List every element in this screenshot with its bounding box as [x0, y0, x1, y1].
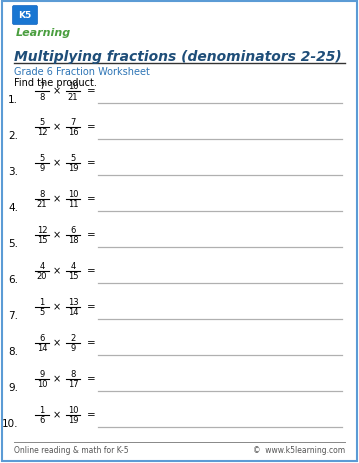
- Text: 7: 7: [70, 118, 76, 127]
- Text: 11: 11: [68, 200, 78, 209]
- Text: =: =: [87, 374, 96, 384]
- Text: ×: ×: [53, 302, 61, 312]
- Text: 19: 19: [68, 164, 78, 173]
- Text: Find the product.: Find the product.: [14, 78, 97, 88]
- Text: 12: 12: [37, 128, 47, 137]
- Text: 6: 6: [70, 225, 76, 234]
- Text: 21: 21: [68, 92, 78, 101]
- Text: 13: 13: [68, 297, 78, 307]
- Text: 1: 1: [39, 405, 45, 414]
- Text: 1: 1: [39, 297, 45, 307]
- Text: 1.: 1.: [8, 95, 18, 105]
- Text: 9: 9: [39, 164, 45, 173]
- Text: Learning: Learning: [16, 28, 71, 38]
- Text: ×: ×: [53, 410, 61, 419]
- Text: 20: 20: [37, 272, 47, 281]
- Text: 4: 4: [70, 262, 76, 270]
- Text: 9.: 9.: [8, 382, 18, 392]
- Text: ×: ×: [53, 266, 61, 276]
- Text: 10: 10: [68, 82, 78, 91]
- Text: ×: ×: [53, 158, 61, 168]
- Text: ×: ×: [53, 86, 61, 96]
- Text: 14: 14: [68, 308, 78, 317]
- Text: 6: 6: [39, 333, 45, 342]
- Text: ×: ×: [53, 194, 61, 204]
- Text: 5: 5: [39, 118, 45, 127]
- Text: 3.: 3.: [8, 167, 18, 176]
- Text: 6.: 6.: [8, 275, 18, 284]
- Text: =: =: [87, 410, 96, 419]
- Text: 10: 10: [68, 189, 78, 199]
- Text: 2: 2: [70, 333, 76, 342]
- Text: 2.: 2.: [8, 131, 18, 141]
- Text: 15: 15: [37, 236, 47, 245]
- Text: 18: 18: [68, 236, 78, 245]
- FancyBboxPatch shape: [13, 6, 37, 25]
- Text: =: =: [87, 158, 96, 168]
- Text: ×: ×: [53, 122, 61, 132]
- Text: Multiplying fractions (denominators 2-25): Multiplying fractions (denominators 2-25…: [14, 50, 342, 64]
- Text: 6: 6: [39, 416, 45, 425]
- Text: 7: 7: [39, 82, 45, 91]
- Text: Online reading & math for K-5: Online reading & math for K-5: [14, 445, 129, 454]
- Text: 17: 17: [68, 380, 78, 388]
- Text: =: =: [87, 122, 96, 132]
- Text: 10: 10: [68, 405, 78, 414]
- Text: 8: 8: [70, 369, 76, 378]
- Text: 4.: 4.: [8, 202, 18, 213]
- Text: =: =: [87, 338, 96, 348]
- Text: 5: 5: [39, 154, 45, 163]
- Text: K5: K5: [18, 12, 32, 20]
- Text: Grade 6 Fraction Worksheet: Grade 6 Fraction Worksheet: [14, 67, 150, 77]
- Text: 8: 8: [39, 189, 45, 199]
- Text: 8.: 8.: [8, 346, 18, 356]
- Text: ©  www.k5learning.com: © www.k5learning.com: [253, 445, 345, 454]
- Text: =: =: [87, 194, 96, 204]
- Text: 5: 5: [70, 154, 76, 163]
- Text: 21: 21: [37, 200, 47, 209]
- Text: 5: 5: [39, 308, 45, 317]
- Text: ×: ×: [53, 374, 61, 384]
- Text: 9: 9: [70, 344, 76, 353]
- Text: 12: 12: [37, 225, 47, 234]
- Text: 9: 9: [39, 369, 45, 378]
- Text: =: =: [87, 86, 96, 96]
- Text: 15: 15: [68, 272, 78, 281]
- Text: 4: 4: [39, 262, 45, 270]
- Text: 16: 16: [68, 128, 78, 137]
- Text: 5.: 5.: [8, 238, 18, 249]
- Text: =: =: [87, 266, 96, 276]
- Text: ×: ×: [53, 230, 61, 240]
- Text: =: =: [87, 302, 96, 312]
- Text: 7.: 7.: [8, 310, 18, 320]
- Text: 19: 19: [68, 416, 78, 425]
- Text: 10: 10: [37, 380, 47, 388]
- Text: 14: 14: [37, 344, 47, 353]
- Text: 10.: 10.: [1, 418, 18, 428]
- Text: 8: 8: [39, 92, 45, 101]
- Text: ×: ×: [53, 338, 61, 348]
- Text: =: =: [87, 230, 96, 240]
